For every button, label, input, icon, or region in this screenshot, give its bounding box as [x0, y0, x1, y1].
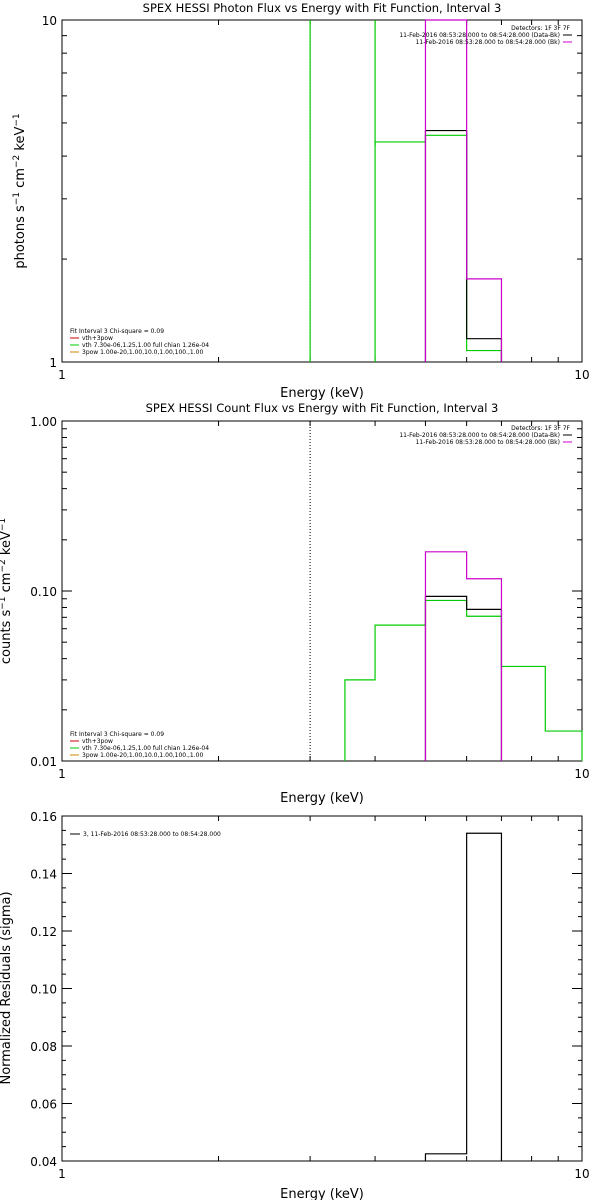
photon-fit-entry-vth: vth 7.30e-06,1.25,1.00 full chian 1.26e-…	[82, 342, 209, 349]
residuals-series	[424, 832, 503, 1161]
y-tick-label: 0.16	[30, 810, 57, 824]
photon-flux-series	[309, 19, 503, 362]
series-step-line-2	[424, 551, 503, 761]
photon-legend-entry-bk: 11-Feb-2016 08:53:28.000 to 08:54:28.000…	[416, 39, 560, 46]
count-legend-header: Detectors: 1F 3F 7F	[511, 425, 570, 432]
count-fit-entry-vth: vth 7.30e-06,1.25,1.00 full chian 1.26e-…	[82, 745, 209, 752]
photon-flux-plot-frame	[61, 19, 583, 363]
count-fit-entry-3pow: 3pow 1.00e-20,1.00,10.0,1.00,100.,1.00	[82, 752, 203, 759]
photon-flux-ticks: 1 10 1 10	[42, 14, 590, 382]
y-tick-label: 0.08	[30, 1040, 57, 1054]
y-tick-label: 0.01	[30, 755, 57, 769]
series-step-line-0	[344, 599, 583, 761]
photon-flux-ylabel: photons s−1 cm−2 keV−1	[12, 113, 28, 268]
residuals-panel: Energy (keV) Normalized Residuals (sigma…	[0, 810, 590, 1200]
y-tick-label: 1	[49, 356, 57, 370]
x-tick-label: 1	[58, 368, 66, 382]
photon-flux-xlabel: Energy (keV)	[280, 386, 364, 401]
y-tick-label: 0.04	[30, 1155, 57, 1169]
y-tick-label: 0.14	[30, 868, 57, 882]
residuals-plot-frame	[61, 815, 583, 1162]
residuals-ylabel: Normalized Residuals (sigma)	[0, 891, 14, 1084]
y-tick-label: 0.10	[30, 585, 57, 599]
series-step-line-0	[374, 134, 503, 362]
y-tick-label: 0.06	[30, 1098, 57, 1112]
photon-legend-entry-data: 11-Feb-2016 08:53:28.000 to 08:54:28.000…	[399, 32, 560, 39]
photon-flux-panel: SPEX HESSI Photon Flux vs Energy with Fi…	[12, 1, 590, 401]
y-tick-label: 0.12	[30, 925, 57, 939]
y-tick-label: 1.00	[30, 415, 57, 429]
photon-fit-entry-vth3pow: vth+3pow	[82, 335, 113, 342]
residuals-ticks: 1 10 0.04 0.06 0.08 0.10 0.12 0.14 0.16	[30, 810, 589, 1181]
series-step-line-1	[424, 595, 503, 761]
count-flux-xlabel: Energy (keV)	[280, 791, 364, 806]
series-step-line-0	[424, 832, 503, 1161]
count-flux-ticks: 1 10 0.01 0.10 1.00	[30, 415, 589, 781]
count-flux-series	[309, 421, 583, 761]
x-tick-label: 10	[574, 1167, 589, 1181]
count-flux-title: SPEX HESSI Count Flux vs Energy with Fit…	[146, 401, 499, 415]
count-flux-plot-frame	[61, 420, 583, 762]
photon-flux-title: SPEX HESSI Photon Flux vs Energy with Fi…	[143, 1, 502, 15]
x-tick-label: 1	[58, 1167, 66, 1181]
x-tick-label: 1	[58, 767, 66, 781]
y-tick-label: 10	[42, 14, 57, 28]
series-step-line-2	[424, 19, 503, 362]
count-legend-entry-bk: 11-Feb-2016 08:53:28.000 to 08:54:28.000…	[416, 439, 560, 446]
series-step-line-1	[424, 129, 503, 362]
x-tick-label: 10	[574, 368, 589, 382]
x-tick-label: 10	[574, 767, 589, 781]
y-tick-label: 0.10	[30, 983, 57, 997]
photon-fit-header: Fit Interval 3 Chi-square = 0.09	[70, 328, 164, 335]
photon-fit-entry-3pow: 3pow 1.00e-20,1.00,10.0,1.00,100.,1.00	[82, 349, 203, 356]
count-fit-entry-vth3pow: vth+3pow	[82, 738, 113, 745]
residuals-legend-entry: 3, 11-Feb-2016 08:53:28.000 to 08:54:28.…	[83, 831, 221, 838]
count-legend-entry-data: 11-Feb-2016 08:53:28.000 to 08:54:28.000…	[399, 432, 560, 439]
count-fit-header: Fit Interval 3 Chi-square = 0.09	[70, 731, 164, 738]
count-flux-panel: SPEX HESSI Count Flux vs Energy with Fit…	[0, 401, 590, 806]
residuals-xlabel: Energy (keV)	[280, 1187, 364, 1200]
count-flux-ylabel: counts s−1 cm−2 keV−1	[0, 518, 14, 664]
photon-legend-header: Detectors: 1F 3F 7F	[511, 25, 570, 32]
